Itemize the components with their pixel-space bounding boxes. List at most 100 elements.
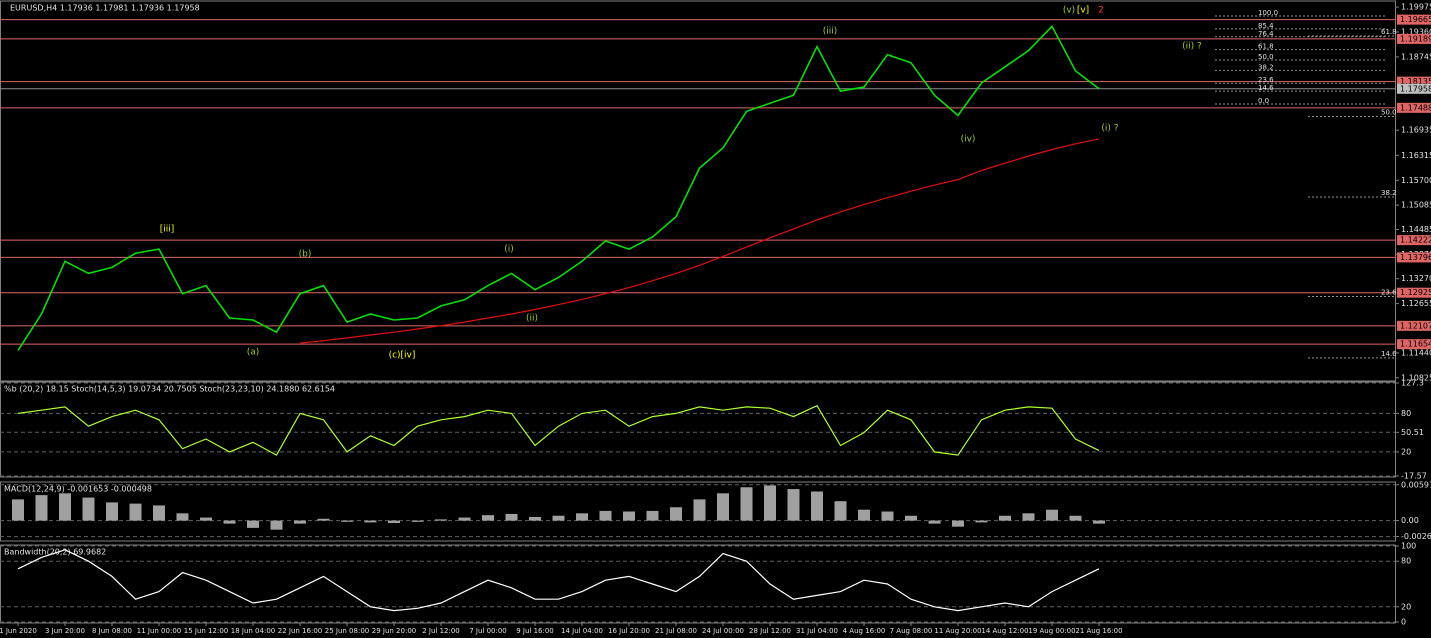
fib-label: 50.0 <box>1381 108 1397 116</box>
y-tick-label: 80 <box>1401 409 1411 418</box>
y-tick-label: 20 <box>1401 602 1411 611</box>
y-tick-label: 1.16315 <box>1401 151 1431 160</box>
y-tick-label: -17.57 <box>1401 472 1427 481</box>
y-tick-label: 1.10825 <box>1401 373 1431 382</box>
level-label: 1.13796 <box>1400 253 1431 262</box>
x-tick-label: 31 Jul 04:00 <box>796 627 838 635</box>
y-tick-label: 0.005911 <box>1401 480 1431 489</box>
last-price-label: 1.17958 <box>1400 84 1431 93</box>
y-tick-label: 1.14485 <box>1401 225 1431 234</box>
fib-label: 50.0 <box>1258 53 1274 61</box>
histogram-bar <box>1069 515 1082 521</box>
y-tick-label: 1.15085 <box>1401 201 1431 210</box>
level-label: 1.18135 <box>1400 77 1431 86</box>
x-tick-label: 1 Jun 2020 <box>0 627 37 635</box>
panel-frame <box>0 544 1396 624</box>
histogram-bar <box>270 520 283 530</box>
series-line <box>17 24 1100 351</box>
histogram-bar <box>482 515 494 521</box>
histogram-bar <box>12 499 24 521</box>
level-label: 1.12107 <box>1400 321 1431 330</box>
histogram-bar <box>717 493 729 521</box>
fib-label: 23.6 <box>1258 76 1274 84</box>
x-tick-label: 28 Jul 12:00 <box>749 627 791 635</box>
wave-label: (ii) <box>526 314 538 324</box>
histogram-bar <box>505 513 518 521</box>
series-line <box>299 138 1100 344</box>
histogram-bar <box>82 497 95 521</box>
y-tick-label: 127.3 <box>1401 379 1424 388</box>
level-label: 1.14222 <box>1400 236 1431 245</box>
histogram-bar <box>106 502 118 521</box>
fib-label: 61.8 <box>1381 28 1397 36</box>
series-line <box>17 404 1100 456</box>
level-label: 1.19665 <box>1400 15 1431 24</box>
fib-label: 76.4 <box>1258 30 1274 38</box>
wave-label: [iii] <box>160 225 175 235</box>
level-tag <box>1397 102 1431 113</box>
y-tick-label: 1.11440 <box>1401 348 1431 357</box>
y-tick-label: 20 <box>1401 447 1411 456</box>
wave-label: (b) <box>299 250 312 260</box>
series-line <box>17 549 1100 612</box>
x-tick-label: 24 Jul 00:00 <box>702 627 744 635</box>
wave-label: [v] <box>1077 6 1089 16</box>
y-tick-label: 0 <box>1401 618 1406 627</box>
wave-label: (i) ? <box>1101 124 1118 134</box>
fib-label: 38.2 <box>1381 189 1397 197</box>
histogram-bar <box>693 499 706 521</box>
histogram-bar <box>35 495 48 521</box>
level-tag <box>1397 76 1431 87</box>
x-tick-label: 21 Aug 16:00 <box>1075 627 1122 635</box>
histogram-bar <box>529 516 541 521</box>
x-tick-label: 7 Aug 08:00 <box>890 627 933 635</box>
x-tick-label: 11 Aug 20:00 <box>934 627 981 635</box>
wave-label: (i) <box>504 245 514 255</box>
level-tag <box>1397 339 1431 350</box>
fib-label: 61.8 <box>1258 43 1274 51</box>
histogram-bar <box>223 520 236 524</box>
level-tag <box>1397 33 1431 44</box>
wave-label: (iii) <box>823 27 838 37</box>
x-tick-label: 2 Jul 12:00 <box>422 627 460 635</box>
y-tick-label: 1.19360 <box>1401 27 1431 36</box>
histogram-bar <box>176 513 189 521</box>
histogram-bar <box>881 511 894 521</box>
level-label: 1.17488 <box>1400 103 1431 112</box>
y-tick-label: 80 <box>1401 557 1411 566</box>
histogram-bar <box>740 487 753 521</box>
level-tag <box>1397 235 1431 246</box>
panel-title: MACD(12,24,9) -0.001653 -0.000498 <box>4 485 152 494</box>
x-tick-label: 14 Aug 12:00 <box>981 627 1028 635</box>
panel-title: EURUSD,H4 1.17936 1.17981 1.17936 1.1795… <box>10 4 200 13</box>
panel-title: %b (20,2) 18.15 Stoch(14,5,3) 19.0734 20… <box>4 385 335 394</box>
histogram-bar <box>599 510 612 521</box>
level-label: 1.12925 <box>1400 288 1431 297</box>
histogram-bar <box>670 507 682 521</box>
level-label: 1.11654 <box>1400 340 1431 349</box>
wave-label: 2 <box>1098 6 1104 16</box>
histogram-bar <box>905 515 917 521</box>
histogram-bar <box>435 519 447 521</box>
histogram-bar <box>928 520 941 524</box>
wave-label: (c)[iv] <box>389 351 416 361</box>
x-tick-label: 22 Jun 16:00 <box>278 627 322 635</box>
y-tick-label: 1.15700 <box>1401 176 1431 185</box>
histogram-bar <box>1093 520 1105 524</box>
histogram-bar <box>646 510 659 521</box>
histogram-bar <box>623 511 635 521</box>
x-tick-label: 15 Jun 12:00 <box>184 627 228 635</box>
histogram-bar <box>247 520 259 528</box>
histogram-bar <box>317 518 330 521</box>
histogram-bar <box>153 505 165 521</box>
y-tick-label: 1.12655 <box>1401 299 1431 308</box>
histogram-bar <box>388 520 400 524</box>
wave-label: (iv) <box>961 135 976 145</box>
x-tick-label: 11 Jun 00:00 <box>137 627 181 635</box>
y-tick-label: -0.002641 <box>1401 532 1431 541</box>
panel-frame <box>0 481 1396 542</box>
level-tag <box>1397 320 1431 331</box>
x-tick-label: 29 Jun 20:00 <box>372 627 416 635</box>
y-tick-label: 1.13270 <box>1401 274 1431 283</box>
